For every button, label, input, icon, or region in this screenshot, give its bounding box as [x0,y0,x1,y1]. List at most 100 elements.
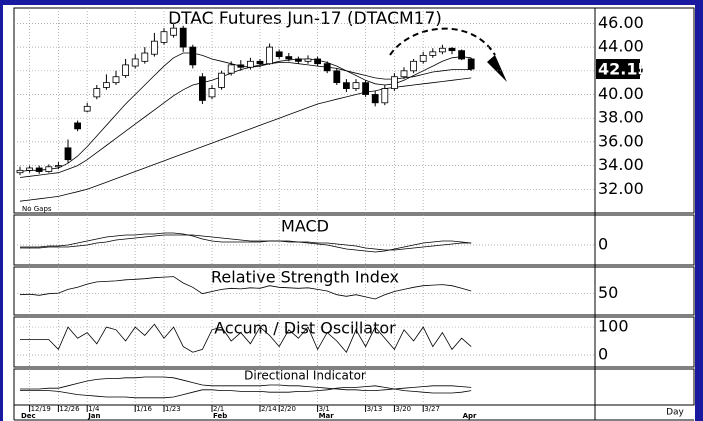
annotation: No Gaps [22,205,52,213]
chart-title: DTAC Futures Jun-17 (DTACM17) [168,9,442,29]
y-tick-label: 36.00 [598,131,644,150]
candle-body [390,76,398,89]
indicator-line [20,234,472,251]
month-label: Mar [319,412,335,420]
y-tick-label: 32.00 [598,179,644,198]
candle-body [83,105,91,112]
candle-body [438,47,446,53]
month-label: Apr [463,412,477,420]
x-tick-label: 3/27 [424,405,440,413]
x-tick-label: 3/20 [395,405,411,413]
month-label: Dec [21,412,36,420]
candle-body [371,94,379,104]
candle-body [198,76,206,101]
rsi-frame [13,266,695,316]
candle-body [227,64,235,74]
candle-body [16,169,24,174]
x-tick-label: 12/26 [59,405,80,413]
candle-body [362,82,370,95]
candle-body [256,60,264,65]
x-axis-label: Day [666,408,684,418]
month-label: Feb [213,412,227,420]
candle-body [122,64,129,76]
candle-body [314,58,322,65]
candle-body [266,46,274,65]
candle-body [170,27,178,36]
x-tick-label: 2/14 [261,405,277,413]
candle-body [218,72,226,88]
panel-title: Relative Strength Index [211,268,399,287]
y-tick-label: 44.00 [598,37,644,56]
panel-title: Accum / Dist Oscillator [214,319,396,338]
x-tick-label: 1/23 [165,405,181,413]
candle-body [208,88,216,98]
candle-body [64,147,72,161]
candle-body [55,165,62,168]
candle-body [237,64,245,68]
candle-body [323,63,331,72]
candle-body [45,166,53,172]
candle-body [342,82,350,89]
indicator-line [20,232,472,253]
candle-body [467,58,475,70]
dashed-curve [389,27,496,56]
candle-body [410,60,418,72]
indicator-line [20,323,472,353]
candle-body [35,167,43,172]
y-tick-label: 100 [598,317,629,336]
candle-body [179,27,187,48]
candle-body [131,58,139,67]
x-tick-label: 3/13 [367,405,383,413]
candle-body [93,88,101,98]
month-label: Jan [87,412,100,420]
candle-body [160,31,168,43]
top-bar [0,0,703,5]
candle-body [150,40,158,55]
y-tick-label: 46.00 [598,13,644,32]
candle-body [419,54,427,62]
right-bar [695,0,703,421]
candle-body [352,82,360,89]
y-tick-label: 0 [598,235,608,254]
x-tick-label: 2/20 [280,405,296,413]
arrow-head [487,55,507,82]
left-bar [0,0,3,421]
y-tick-label: 34.00 [598,155,644,174]
y-tick-label: 40.00 [598,84,644,103]
candle-body [246,60,254,68]
candle-body [294,58,302,62]
candle-body [112,76,120,84]
x-tick-label: 1/4 [88,405,100,413]
macd-frame [13,214,695,266]
ad-frame [13,316,695,368]
last-price-label: 42.15 [598,60,649,79]
candle-body [400,70,408,78]
y-tick-label: 50 [598,283,618,302]
indicator-line [19,276,472,300]
y-tick-label: 0 [598,344,608,363]
di-frame [13,368,695,406]
candle-body [448,47,456,52]
x-tick-label: 12/19 [31,405,51,413]
candle-body [304,58,312,62]
candle-body [429,51,437,56]
candle-body [189,46,197,66]
candle-body [333,70,341,84]
candle-body [26,167,34,171]
candle-body [275,51,283,57]
panel-title: Directional Indicator [244,369,366,383]
last-price-box [596,59,640,80]
indicator-line [20,385,472,399]
x-tick-label: 2/1 [213,405,224,413]
main-frame [13,7,695,214]
candle-body [285,56,293,60]
candle-body [74,122,81,130]
candle-body [381,88,389,104]
forecast-arrow [389,27,507,82]
candle-body [458,50,466,60]
x-tick-label: 1/16 [136,405,152,413]
y-tick-label: 38.00 [598,108,644,127]
x-tick-label: 3/1 [319,405,330,413]
